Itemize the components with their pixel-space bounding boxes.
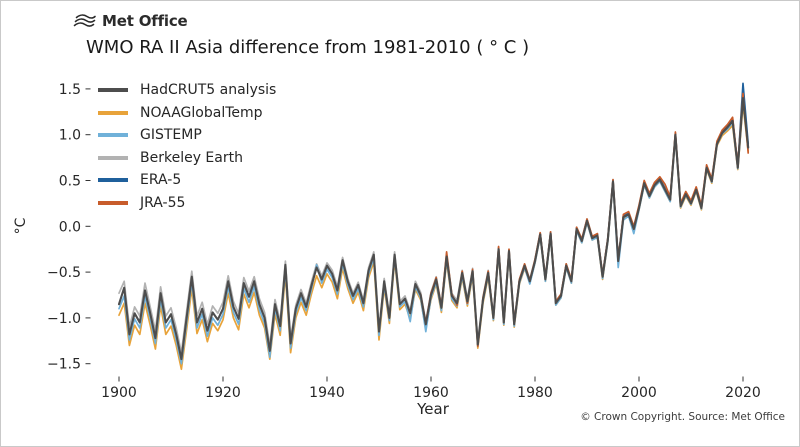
series-line-era-5: [528, 82, 750, 304]
met-office-brand: Met Office: [73, 12, 188, 30]
brand-name: Met Office: [102, 12, 188, 30]
legend-item-era-5: ERA-5: [98, 169, 276, 192]
x-tick-label: 1940: [309, 385, 345, 401]
x-tick-label: 1960: [413, 385, 449, 401]
copyright-note: © Crown Copyright. Source: Met Office: [580, 411, 785, 423]
y-tick-label: −1.5: [47, 357, 81, 373]
y-tick-label: −1.0: [47, 311, 81, 327]
x-axis-label: Year: [417, 400, 449, 418]
legend-label: Berkeley Earth: [140, 149, 243, 166]
chart-legend: HadCRUT5 analysis NOAAGlobalTemp GISTEMP Be…: [98, 79, 276, 214]
y-tick-label: 0.0: [59, 219, 81, 235]
x-tick-label: 2000: [621, 385, 657, 401]
y-tick-label: −0.5: [47, 265, 81, 281]
x-tick-label: 1920: [205, 385, 241, 401]
y-axis-label: °C: [13, 217, 29, 235]
legend-swatch: [98, 178, 128, 183]
legend-label: JRA-55: [140, 194, 186, 211]
legend-item-noaaglobaltemp: NOAAGlobalTemp: [98, 102, 276, 125]
x-tick-label: 1900: [101, 385, 137, 401]
legend-swatch: [98, 110, 128, 115]
legend-label: ERA-5: [140, 172, 182, 189]
y-tick-label: 1.5: [59, 82, 81, 98]
y-tick-label: 0.5: [59, 174, 81, 190]
x-tick-label: 2020: [725, 385, 761, 401]
legend-label: HadCRUT5 analysis: [140, 82, 277, 99]
met-office-waves-icon: [73, 14, 96, 27]
series-line-jra-55: [419, 92, 750, 348]
legend-swatch: [98, 200, 128, 205]
legend-item-gistemp: GISTEMP: [98, 124, 276, 147]
x-tick-label: 1980: [517, 385, 553, 401]
legend-swatch: [98, 155, 128, 160]
chart-title: WMO RA II Asia difference from 1981-2010…: [86, 37, 530, 58]
y-tick-label: 1.0: [59, 128, 81, 144]
legend-label: GISTEMP: [140, 127, 202, 144]
legend-item-berkeley-earth: Berkeley Earth: [98, 147, 276, 170]
legend-item-hadcrut5-analysis: HadCRUT5 analysis: [98, 79, 276, 102]
legend-swatch: [98, 88, 128, 93]
legend-label: NOAAGlobalTemp: [140, 104, 263, 121]
legend-swatch: [98, 133, 128, 138]
legend-item-jra-55: JRA-55: [98, 192, 276, 215]
series-line-hadcrut5-analysis: [117, 97, 750, 361]
